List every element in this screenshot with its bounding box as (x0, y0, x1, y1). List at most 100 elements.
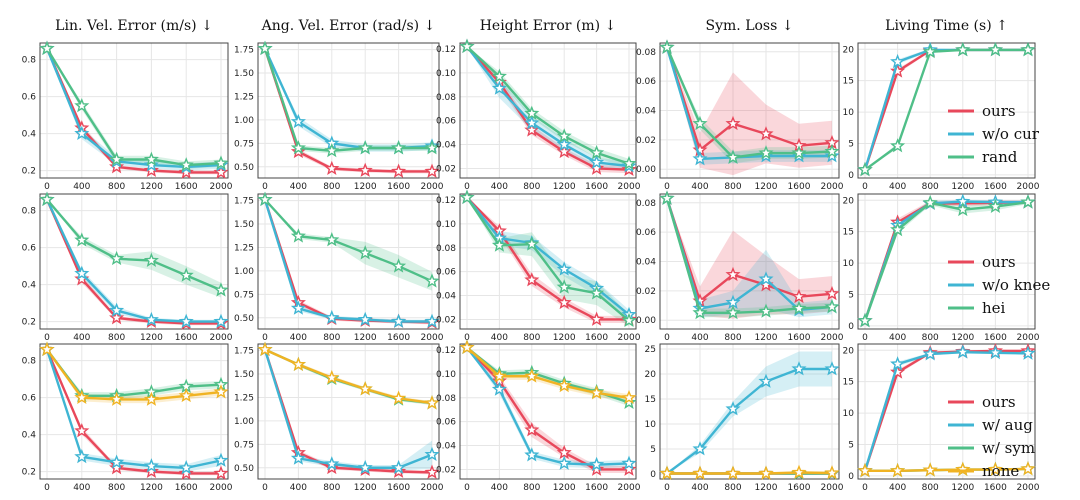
point-w--aug (424, 446, 440, 462)
x-tick-label: 800 (724, 333, 741, 343)
y-tick-label: 0.04 (636, 258, 656, 268)
x-tick-label: 0 (862, 182, 868, 192)
point-w-o-cur (890, 53, 906, 69)
band-hei (467, 197, 629, 327)
y-tick-label: 0.2 (22, 318, 36, 328)
x-tick-label: 800 (108, 483, 125, 493)
plot-frame (659, 42, 840, 179)
point-rand (290, 140, 306, 155)
point-hei (524, 236, 540, 251)
point-none (791, 464, 807, 479)
legend-label: hei (982, 299, 1006, 317)
x-tick-label: 800 (523, 333, 540, 343)
band-hei (47, 199, 221, 298)
y-tick-label: 0.02 (436, 315, 456, 325)
y-tick-label: 1.50 (234, 69, 254, 79)
point-none (890, 462, 906, 478)
series-line-w-o-cur (466, 45, 630, 168)
subplot-r2-c5: 0 400 800 1200 1600 2000 0 5 10 15 20 ours w/o knee h… (843, 193, 1050, 343)
series-line-hei (46, 198, 222, 292)
plot-frame (659, 193, 840, 330)
point-hei (890, 221, 906, 237)
x-tick-label: 1200 (140, 182, 163, 192)
band-ours (667, 198, 832, 319)
x-tick-label: 2000 (1017, 483, 1040, 493)
series-line-ours (45, 199, 221, 325)
point-rand (890, 138, 906, 153)
x-tick-label: 1600 (788, 333, 811, 343)
plot-frame (257, 343, 440, 480)
band-ours (265, 349, 432, 475)
series-line-rand (263, 48, 432, 153)
band-none (265, 349, 432, 405)
point-w-o-cur (491, 80, 507, 95)
x-tick-label: 2000 (618, 182, 641, 192)
point-hei (857, 312, 873, 328)
y-tick-label: 0.04 (636, 107, 656, 117)
x-tick-label: 0 (262, 182, 268, 192)
point-w-o-knee (213, 313, 229, 329)
point-w-o-cur (524, 115, 540, 130)
subplot-r1-c3: Height Error (m) ↓ 0 400 800 1200 1600 2000 0.0… (436, 18, 641, 192)
y-tick-label: 5 (848, 290, 854, 300)
y-tick-label: 0.12 (436, 346, 456, 356)
subplot-r1-c5: Living Time (s) ↑ 0 400 800 1200 1600 2000 0 5 10… (843, 18, 1040, 192)
point-hei (74, 232, 90, 247)
point-rand (213, 155, 229, 170)
point-rand (357, 140, 373, 155)
band-rand (467, 46, 629, 169)
series-line-none (865, 467, 1029, 473)
x-tick-label: 0 (664, 483, 670, 493)
y-tick-label: 0.10 (436, 370, 456, 380)
y-tick-label: 1.75 (234, 347, 254, 357)
point-none (758, 465, 774, 480)
point-ours (725, 266, 741, 282)
x-tick-label: 400 (691, 182, 708, 192)
point-rand (39, 40, 55, 55)
y-tick-label: 0.2 (22, 167, 36, 177)
point-w-o-knee (324, 309, 340, 325)
point-hei (725, 304, 741, 320)
y-tick-label: 0.08 (436, 244, 456, 254)
x-tick-label: 800 (724, 182, 741, 192)
x-tick-label: 0 (664, 333, 670, 343)
plot-frame (257, 193, 440, 330)
point-ours (589, 461, 605, 476)
point-none (659, 465, 675, 480)
x-tick-label: 1600 (175, 483, 198, 493)
point-ours (324, 160, 340, 176)
x-tick-label: 400 (290, 182, 307, 192)
point-w-o-cur (824, 148, 840, 163)
x-tick-label: 1600 (175, 182, 198, 192)
y-tick-label: 20 (843, 196, 855, 206)
subplot-title: Height Error (m) ↓ (480, 18, 617, 34)
x-tick-label: 2000 (210, 483, 233, 493)
x-tick-label: 1200 (951, 483, 974, 493)
point-rand (621, 155, 637, 171)
point-rand (824, 143, 840, 158)
point-ours (621, 461, 637, 476)
y-tick-label: 10 (843, 409, 855, 419)
y-tick-label: 0.4 (22, 281, 37, 291)
point-hei (357, 245, 373, 260)
point-ours (424, 464, 440, 479)
point-w-o-cur (290, 113, 306, 129)
point-w--aug (955, 344, 971, 359)
point-none (987, 461, 1003, 476)
subplot-r3-c4: 0 400 800 1200 1600 2000 0 5 10 15 20 25 (645, 343, 844, 493)
point-w--aug (74, 448, 90, 464)
x-tick-label: 800 (108, 182, 125, 192)
x-tick-label: 0 (464, 333, 470, 343)
point-hei (621, 312, 637, 328)
point-w-o-knee (424, 313, 440, 328)
band-rand (667, 47, 832, 164)
y-tick-label: 1.00 (234, 267, 254, 277)
band-hei (667, 198, 832, 318)
point-w--aug (1020, 345, 1036, 360)
series-line-none (667, 471, 833, 475)
x-tick-label: 1200 (140, 333, 163, 343)
x-tick-label: 1200 (951, 333, 974, 343)
point-hei (589, 285, 605, 300)
point-w--aug (491, 381, 507, 396)
